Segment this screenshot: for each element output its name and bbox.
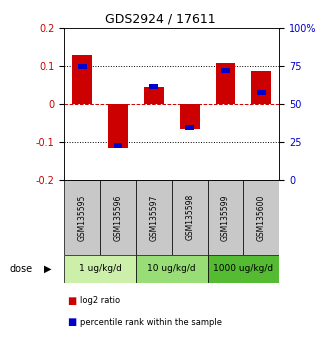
Bar	[136, 180, 172, 255]
Bar	[149, 84, 158, 88]
Bar	[64, 255, 136, 283]
Bar	[72, 55, 92, 104]
Text: GSM135600: GSM135600	[257, 194, 266, 241]
Bar	[251, 71, 271, 104]
Text: log2 ratio: log2 ratio	[80, 296, 120, 306]
Text: dose: dose	[10, 264, 33, 274]
Bar	[100, 180, 136, 255]
Bar	[208, 180, 243, 255]
Text: GSM135599: GSM135599	[221, 194, 230, 241]
Bar	[257, 90, 266, 95]
Text: ■: ■	[67, 296, 77, 306]
Text: GSM135598: GSM135598	[185, 194, 194, 240]
Text: GSM135596: GSM135596	[113, 194, 123, 241]
Text: GSM135595: GSM135595	[78, 194, 87, 241]
Bar	[221, 68, 230, 73]
Text: GSM135597: GSM135597	[149, 194, 158, 241]
Bar	[243, 180, 279, 255]
Bar	[216, 63, 235, 104]
Bar	[208, 255, 279, 283]
Bar	[114, 143, 122, 148]
Text: 1000 ug/kg/d: 1000 ug/kg/d	[213, 264, 273, 273]
Bar	[108, 104, 128, 148]
Bar	[78, 64, 87, 69]
Bar	[185, 125, 194, 130]
Text: ▶: ▶	[44, 264, 52, 274]
Text: 10 ug/kg/d: 10 ug/kg/d	[147, 264, 196, 273]
Text: percentile rank within the sample: percentile rank within the sample	[80, 318, 222, 327]
Bar	[172, 180, 208, 255]
Text: ■: ■	[67, 317, 77, 327]
Text: GDS2924 / 17611: GDS2924 / 17611	[105, 12, 216, 25]
Bar	[180, 104, 200, 129]
Bar	[144, 87, 164, 104]
Bar	[136, 255, 208, 283]
Bar	[64, 180, 100, 255]
Text: 1 ug/kg/d: 1 ug/kg/d	[79, 264, 121, 273]
